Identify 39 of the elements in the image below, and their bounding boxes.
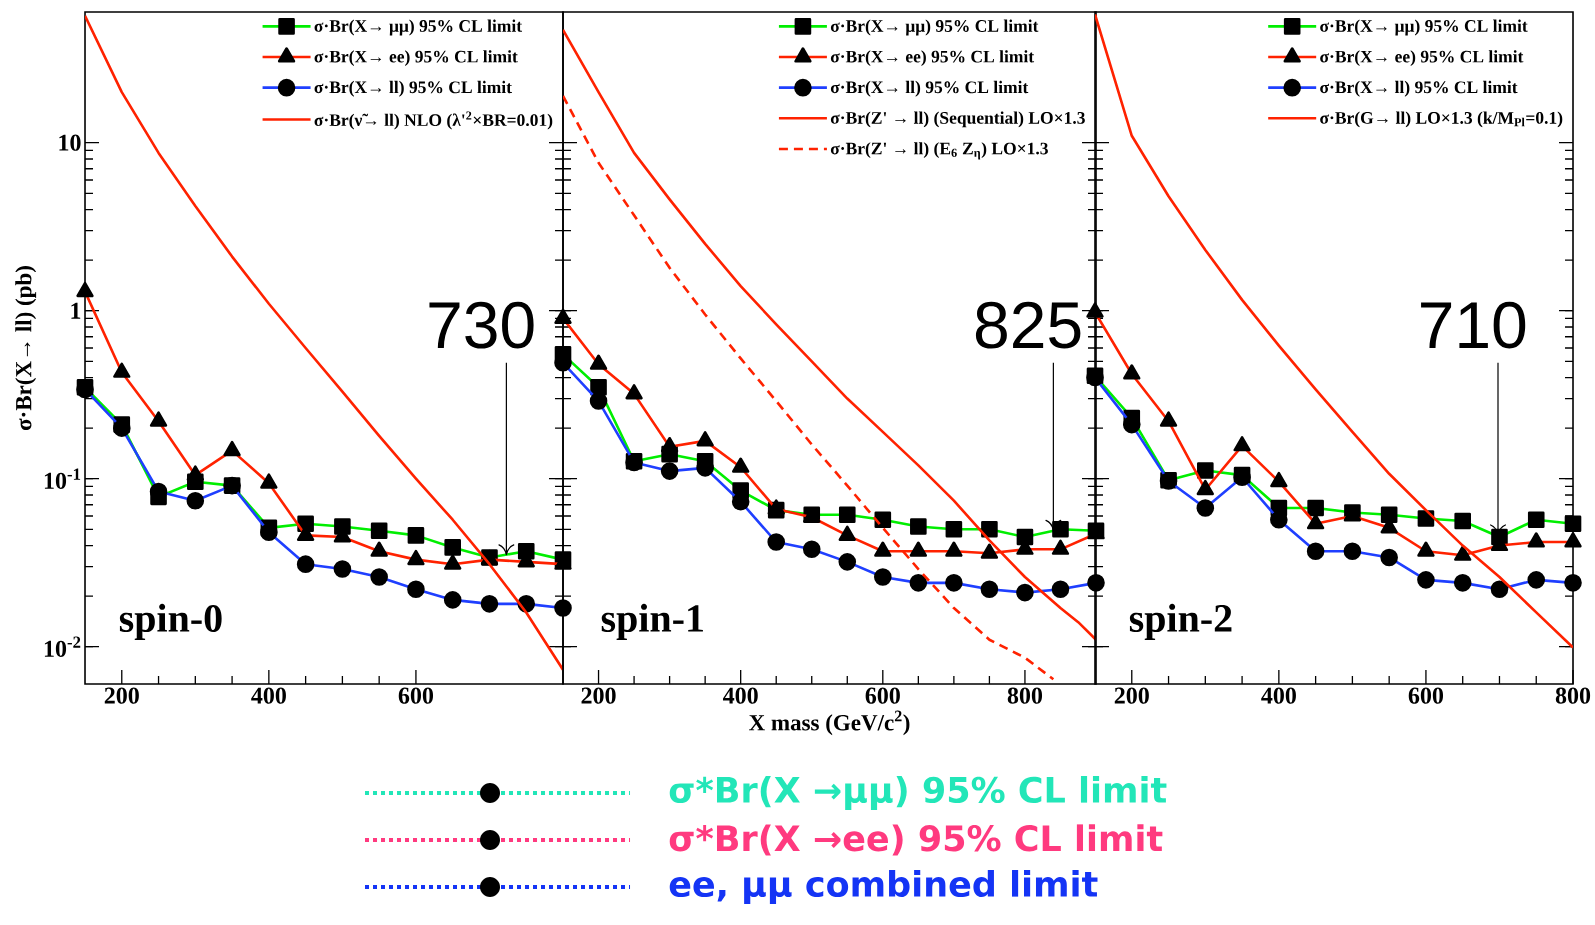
legend-label: σ·Br(X→ μμ) 95% CL limit — [1320, 19, 1528, 36]
y-tick-label: 1 — [71, 302, 81, 319]
x-tick-label: 800 — [1555, 687, 1591, 704]
x-tick-label: 800 — [1007, 687, 1043, 704]
x-axis-title: X mass (GeV/c$^{2}$) — [749, 710, 910, 736]
text: σ*Br(X →μμ) 95% CL limit — [669, 776, 1167, 810]
x-tick-label: 200 — [1114, 687, 1149, 704]
x-tick-label: 400 — [251, 687, 286, 704]
text: σ*Br(X →ee) 95% CL limit — [669, 824, 1163, 856]
y-tick-label: 10 — [59, 134, 81, 151]
annotation: spin-1 — [601, 603, 703, 641]
x-tick-label: 600 — [398, 687, 434, 704]
legend-label: σ·Br(G→ ll) LO×1.3 (k/M$_{Pl}$=0.1) — [1320, 111, 1563, 128]
legend-label: σ·Br(X→ ll) 95% CL limit — [314, 80, 512, 97]
legend-label: σ·Br(X→ ll) 95% CL limit — [1320, 80, 1518, 97]
y-tick-label: 10$^{-1}$ — [44, 468, 81, 489]
legend-label: σ·Br(Z' → ll) (E$_{6}$ Z$_{η}$) LO×1.3 — [830, 142, 1048, 160]
y-tick-label: 10$^{-2}$ — [44, 636, 81, 657]
legend-label: σ·Br(Z' → ll) (Sequential) LO×1.3 — [830, 111, 1085, 128]
annotation: spin-0 — [119, 603, 222, 641]
legend-label: σ·Br(X→ ll) 95% CL limit — [830, 80, 1029, 97]
x-tick-label: 400 — [723, 687, 758, 704]
annotation: 710 — [1421, 301, 1526, 349]
legend-label: σ·Br(X→ μμ) 95% CL limit — [830, 19, 1039, 36]
legend-label: σ·Br(ν̃→ ll) NLO (λ'$^{2}$×BR=0.01) — [314, 111, 553, 130]
x-tick-label: 200 — [104, 687, 139, 704]
annotation: 825 — [975, 301, 1081, 349]
legend-label: σ·Br(X→ μμ) 95% CL limit — [314, 19, 523, 36]
text: ee, μμ combined limit — [669, 870, 1098, 904]
x-tick-label: 400 — [1261, 687, 1296, 704]
legend-label: σ·Br(X→ ee) 95% CL limit — [830, 50, 1035, 67]
annotation: 730 — [429, 301, 534, 349]
y-axis-title: σ·Br(X→ ll) (pb) — [15, 266, 37, 431]
x-tick-label: 600 — [865, 687, 900, 704]
x-tick-label: 600 — [1408, 687, 1444, 704]
legend-label: σ·Br(X→ ee) 95% CL limit — [1320, 50, 1524, 67]
x-tick-label: 200 — [581, 687, 616, 704]
annotation: spin-2 — [1129, 603, 1232, 641]
legend-label: σ·Br(X→ ee) 95% CL limit — [314, 50, 518, 67]
